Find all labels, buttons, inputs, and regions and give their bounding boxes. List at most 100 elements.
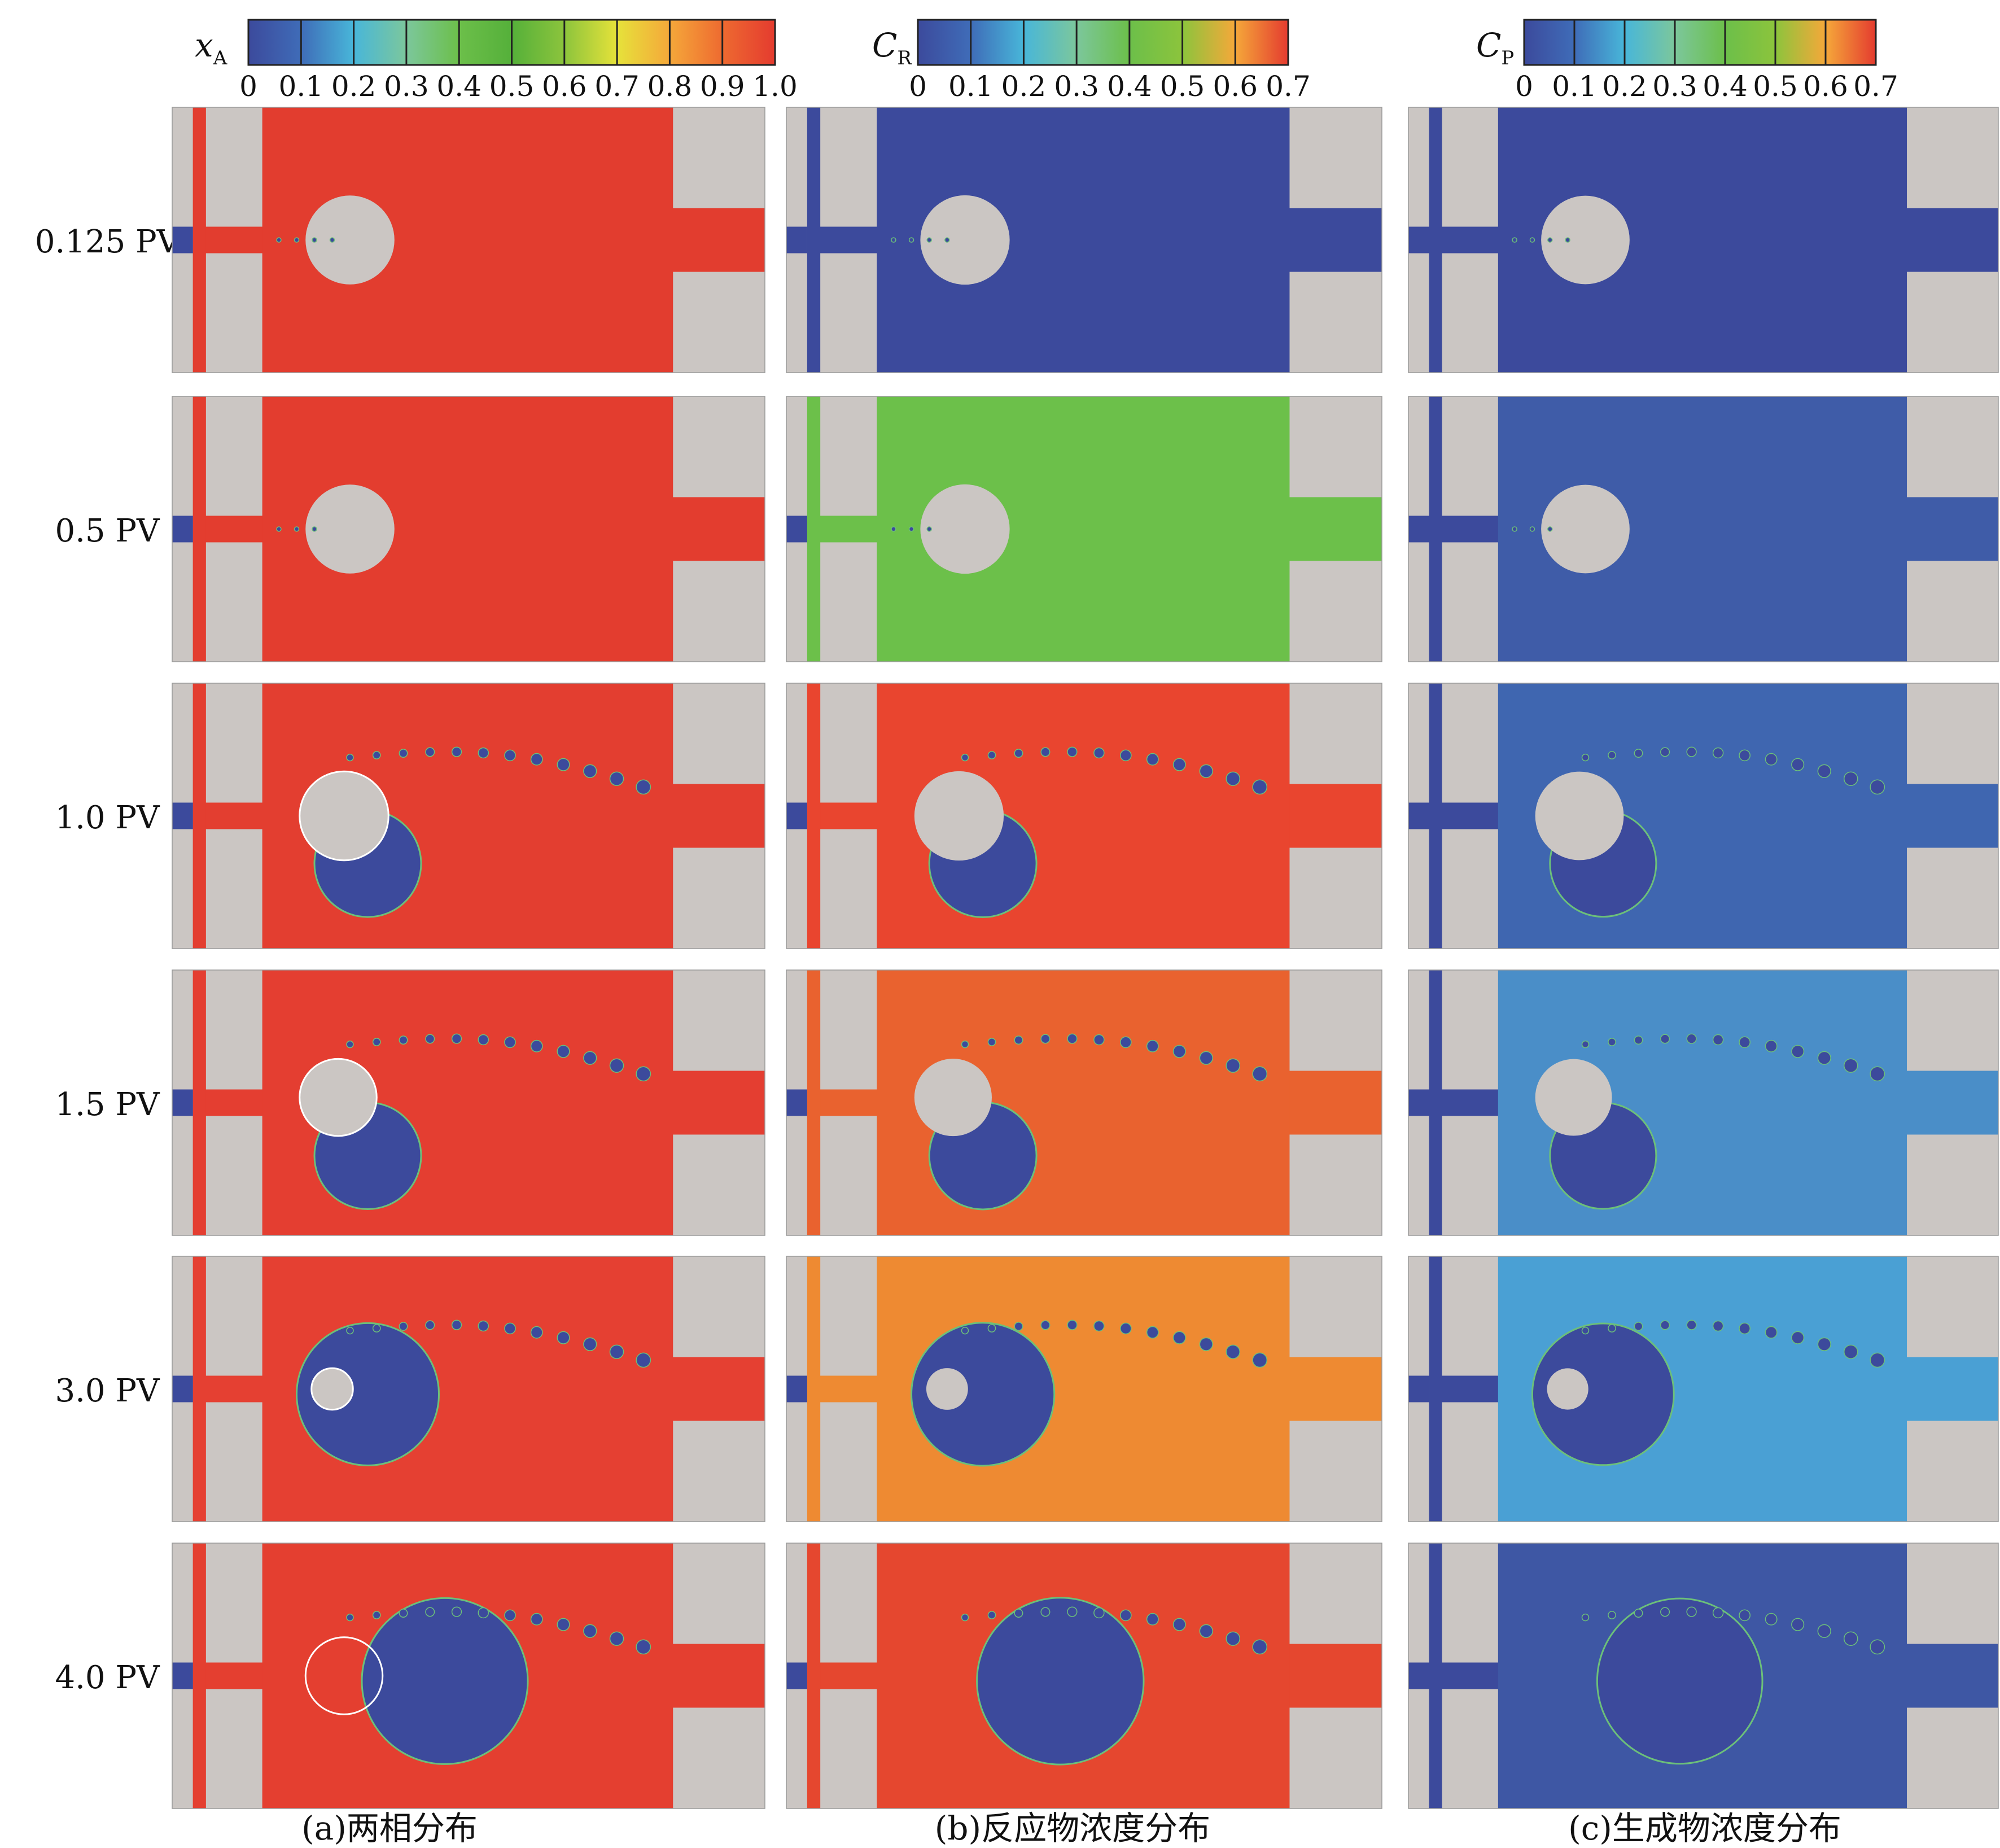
outlet-channel [1907,1071,1998,1135]
droplet-small [1686,1033,1697,1044]
wall-block-bottom [205,829,262,949]
wall-block-top [820,1543,877,1663]
flow-field [786,107,1382,373]
flow-field [172,107,765,373]
colorbar-symbol: xA [195,26,227,69]
colorbar-a: 0 0.1 0.2 0.3 0.4 0.5 0.6 0.7 0.8 0.9 1.0 xA [195,19,798,103]
wall-block-bottom [820,253,877,373]
wall-block-bottom [1442,829,1498,949]
wall-block-bottom [1442,1402,1498,1522]
droplet-small [1791,1331,1805,1344]
row-label: 0.5 PV [55,513,161,549]
droplet-small [399,1036,408,1045]
droplet-small [1120,1322,1132,1335]
dissolved-post-outline [304,1636,384,1715]
inlet-droplet-phase [172,1089,193,1116]
droplet-small [451,746,462,757]
wall-block-bottom [820,1402,877,1522]
droplet-small [1067,1606,1078,1617]
flow-field [786,683,1382,949]
wall-block-top [205,107,262,227]
droplet-small [1512,526,1517,532]
colorbar-tick-label: 0.6 [1803,70,1848,103]
droplet-small [609,1344,624,1359]
droplet-small [530,1326,543,1339]
flow-field [786,970,1382,1235]
wall-block-top [820,396,877,516]
wall-block-bottom [205,1689,262,1808]
solid-post [305,195,395,285]
droplet-small [478,1320,489,1332]
droplet-small [1565,237,1570,243]
flow-field [172,396,765,662]
droplet-small [1870,779,1885,795]
colorbar-rect [1523,19,1877,66]
row-label: 4.0 PV [55,1659,161,1696]
outlet-block-top [673,1543,765,1644]
panel-xA-row-2 [172,396,765,662]
colorbar-symbol-sub: A [213,47,227,69]
droplet-small [1547,526,1553,532]
inlet-droplet-phase [786,1375,807,1403]
colorbar-rect [917,19,1289,66]
flow-field [1408,1256,1998,1522]
colorbar-symbol-main: C [872,26,897,64]
outlet-block-top [673,683,765,784]
colorbar-tick-label: 1.0 [752,70,798,103]
droplet-small [425,747,435,757]
wall-block-bottom [1442,1689,1498,1808]
droplet-small [1226,1344,1240,1359]
droplet-small [1765,753,1778,766]
outlet-block-bottom [1289,1421,1382,1522]
droplet-small [609,1058,624,1073]
outlet-channel [1289,1071,1382,1135]
flow-field [1408,970,1998,1235]
inlet-channel-horizontal [820,1089,877,1116]
solid-post [299,770,390,862]
droplet-small [312,526,317,532]
colorbar-tick-label: 0.7 [1853,70,1898,103]
colorbar-tick-label: 0 [909,70,927,103]
panel-border [1408,1543,1999,1809]
inlet-channel-horizontal [1442,226,1498,254]
droplet-small [478,747,489,759]
droplet-small [1252,1639,1268,1655]
outlet-block-top [1289,107,1382,208]
outlet-channel [1907,208,1998,272]
colorbar-tick-label: 0.3 [1054,70,1099,103]
panel-CP-row-5 [1408,1256,1999,1522]
droplet-small [557,1045,570,1058]
droplet-small [1686,1320,1697,1330]
droplet-small [1581,753,1590,762]
inlet-channel-vertical [1429,1256,1442,1522]
droplet-small [1252,779,1268,795]
droplet-small [478,1034,489,1046]
outlet-channel [1289,497,1382,561]
inlet-channel-vertical [192,1256,206,1522]
outlet-channel [1289,1644,1382,1708]
droplet-small [987,1038,996,1046]
outlet-channel [1289,784,1382,848]
droplet-small [961,1613,969,1622]
droplet-large [1596,1597,1763,1765]
droplet-small [1226,771,1240,786]
droplet-small [1608,1611,1616,1619]
outlet-block-top [1907,1543,1998,1644]
inlet-droplet-phase [786,1089,807,1116]
colorbar-tick-label: 0.3 [384,70,429,103]
colorbar-tick-label: 0.6 [542,70,587,103]
wall-block-bottom [205,1402,262,1522]
panel-xA-row-1 [172,107,765,373]
inlet-channel-horizontal [205,802,262,829]
droplet-small [1870,1352,1885,1368]
wall-block-top [1442,107,1498,227]
panel-border [786,396,1382,662]
droplet-small [1529,526,1535,532]
inlet-channel-horizontal [1442,1089,1498,1116]
colorbar-tick-label: 0.3 [1652,70,1697,103]
droplet-small [636,1352,651,1368]
droplet-large [296,1322,440,1466]
inlet-channel-vertical [192,396,206,662]
droplet-small [399,1609,408,1618]
colorbar-tick-label: 0.7 [594,70,640,103]
